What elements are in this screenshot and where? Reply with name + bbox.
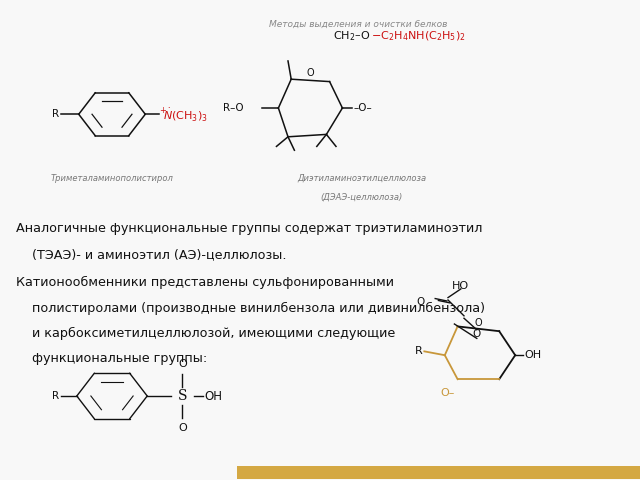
- Text: Диэтиламиноэтилцеллюлоза: Диэтиламиноэтилцеллюлоза: [297, 174, 426, 183]
- Text: Методы выделения и очистки белков: Методы выделения и очистки белков: [269, 20, 447, 29]
- Text: R: R: [415, 347, 423, 356]
- Text: +: +: [159, 106, 166, 115]
- Text: OH: OH: [524, 350, 541, 360]
- Text: O: O: [178, 360, 187, 369]
- Text: R–O: R–O: [223, 103, 243, 113]
- Text: O: O: [417, 298, 425, 307]
- FancyBboxPatch shape: [237, 466, 640, 479]
- Text: –O–: –O–: [354, 103, 372, 113]
- Text: функциональные группы:: функциональные группы:: [16, 352, 207, 365]
- Text: O–: O–: [441, 388, 455, 397]
- Text: Триметаламинополистирол: Триметаламинополистирол: [51, 174, 173, 183]
- Text: O: O: [307, 68, 314, 78]
- Text: (ДЭАЭ-целлюлоза): (ДЭАЭ-целлюлоза): [321, 193, 403, 202]
- Text: O: O: [473, 329, 481, 338]
- Text: $-$C$_2$H$_4$NH(C$_2$H$_5$)$_2$: $-$C$_2$H$_4$NH(C$_2$H$_5$)$_2$: [368, 30, 466, 43]
- Text: O: O: [178, 423, 187, 432]
- Text: O: O: [475, 318, 482, 327]
- Text: Катионообменники представлены сульфонированными: Катионообменники представлены сульфониро…: [16, 276, 394, 289]
- Text: $\dot{N}$(CH$_3$)$_3$: $\dot{N}$(CH$_3$)$_3$: [163, 106, 208, 123]
- Text: HO: HO: [452, 281, 469, 290]
- Text: R: R: [52, 391, 59, 401]
- Text: S: S: [178, 389, 187, 403]
- Text: CH$_2$–O: CH$_2$–O: [333, 30, 370, 43]
- Text: Аналогичные функциональные группы содержат триэтиламиноэтил: Аналогичные функциональные группы содерж…: [16, 222, 483, 235]
- Text: полистиролами (производные винилбензола или дивинилбензола): полистиролами (производные винилбензола …: [16, 301, 485, 314]
- Text: (ТЭАЭ)- и аминоэтил (АЭ)-целлюлозы.: (ТЭАЭ)- и аминоэтил (АЭ)-целлюлозы.: [16, 248, 287, 261]
- Text: и карбоксиметилцеллюлозой, имеющими следующие: и карбоксиметилцеллюлозой, имеющими след…: [16, 327, 396, 340]
- Text: OH: OH: [204, 389, 222, 403]
- Text: R: R: [52, 109, 59, 119]
